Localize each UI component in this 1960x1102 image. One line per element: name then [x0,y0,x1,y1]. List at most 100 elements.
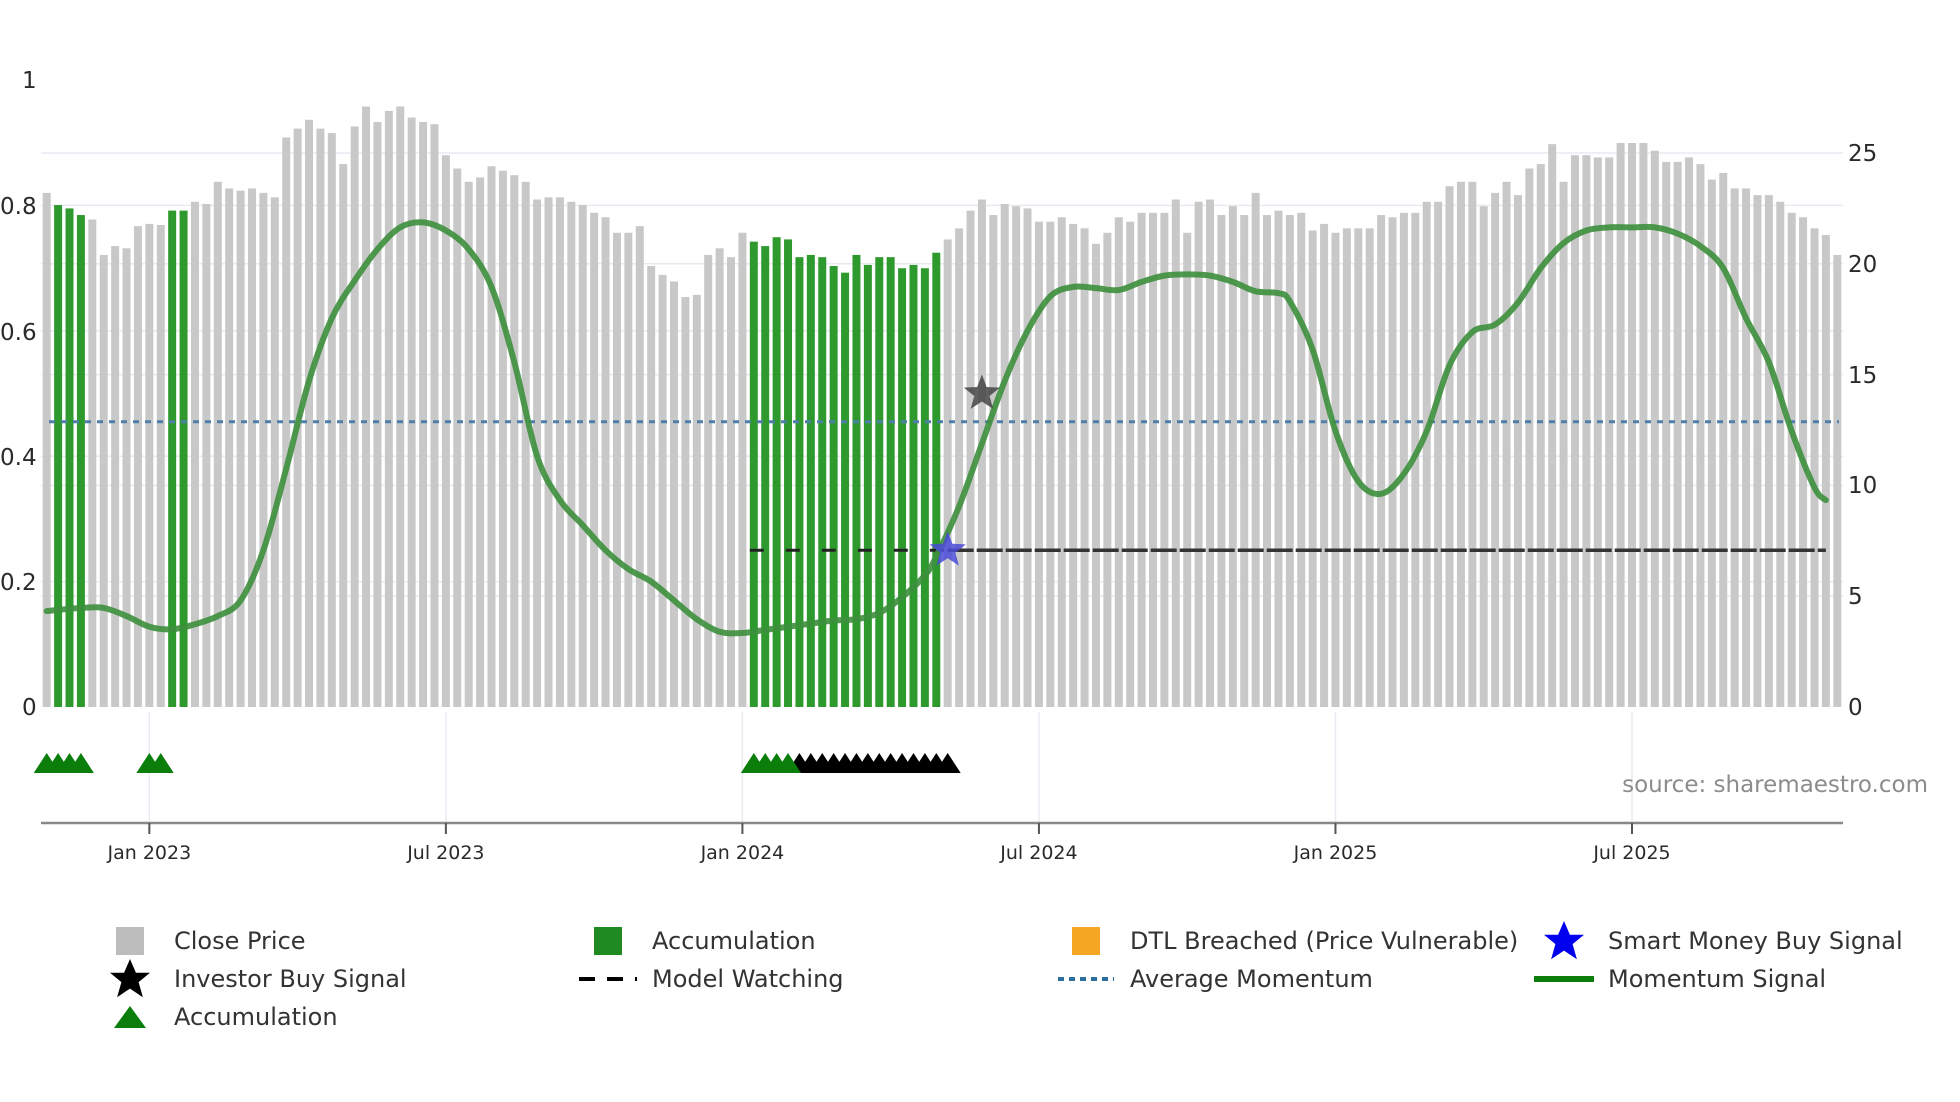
price-bar [1445,186,1454,708]
price-bar [1685,157,1694,707]
price-bar [1251,192,1260,707]
legend-label: Accumulation [174,1003,338,1031]
price-bar [1377,215,1386,707]
price-bar [818,257,827,707]
price-bar [1057,217,1066,708]
price-bar [316,128,325,707]
price-bar [1160,212,1169,707]
left-y-axis: 0 0.2 0.4 0.6 0.8 1 [0,68,37,721]
price-bar [590,212,599,707]
price-bar [1513,195,1522,707]
price-bar [1593,157,1602,707]
price-bar [1263,215,1272,707]
price-bar [1034,221,1043,708]
price-bar [1628,143,1636,707]
price-bar [1149,212,1157,707]
price-bar [1183,232,1192,707]
legend-item-model-watching[interactable]: Model Watching [578,962,844,996]
price-bar [1582,155,1591,707]
right-tick-10: 10 [1848,473,1877,499]
price-bar [1320,223,1329,708]
legend-label: DTL Breached (Price Vulnerable) [1130,927,1519,955]
price-bar [669,281,678,707]
right-tick-5: 5 [1848,584,1863,610]
legend-label: Smart Money Buy Signal [1608,927,1903,955]
price-bar [1365,228,1374,707]
price-bar [65,208,74,707]
price-bar [202,203,211,707]
x-tick-label: Jul 2025 [1592,842,1670,864]
price-bar [1342,228,1351,707]
momentum-signal-line [43,219,1829,637]
price-bar [875,257,884,707]
price-bar [521,181,530,708]
price-bar [898,268,907,707]
price-bar [1228,206,1237,707]
left-tick-02: 0.2 [0,570,37,596]
price-bar [156,225,165,707]
legend-label: Model Watching [652,965,844,993]
price-bar [977,199,986,707]
price-bar [168,210,177,707]
price-bar [373,121,382,707]
x-tick-labels: Jan 2023 Jul 2023 Jan 2024 Jul 2024 Jan 2025… [107,842,1671,864]
legend-item-close-price[interactable]: Close Price [100,924,306,958]
price-bar [1707,179,1716,708]
price-bar [88,219,97,708]
price-bar [350,126,359,707]
legend-item-accumulation-marker[interactable]: Accumulation [100,1000,338,1034]
price-bar [647,266,656,707]
price-bar [1388,217,1397,708]
price-bar [1171,199,1180,707]
price-bar [932,252,941,707]
price-bar [863,264,872,707]
price-bar [1787,212,1796,707]
price-bar [544,197,553,707]
price-bar [681,297,690,707]
legend-label: Close Price [174,927,306,955]
price-bar [624,232,633,707]
price-bar [1126,221,1135,708]
price-bar [1776,201,1785,707]
price-bar [1616,143,1625,707]
price-bar [236,190,245,707]
price-bar [1821,234,1830,707]
price-bar [772,237,781,707]
price-bar [1548,144,1557,708]
price-bar [1810,228,1819,707]
price-bar [407,117,416,707]
triangle-marker [775,753,802,773]
legend-item-average-momentum[interactable]: Average Momentum [1056,962,1373,996]
price-bar [122,248,131,707]
price-bar [1662,161,1671,707]
legend-item-investor-buy[interactable]: Investor Buy Signal [100,959,407,998]
legend-label: Average Momentum [1130,965,1373,993]
price-bar [966,210,975,707]
price-bar [42,192,51,707]
price-bar [1570,155,1579,707]
x-tick-label: Jul 2024 [999,842,1077,864]
grey-square-icon [116,927,144,955]
legend-item-smart-money[interactable]: Smart Money Buy Signal [1534,921,1903,960]
price-bar [1194,201,1203,707]
price-bar [635,226,644,708]
left-tick-08: 0.8 [0,194,37,220]
price-bar [487,166,496,707]
price-bar [704,254,713,707]
price-bar [327,133,336,707]
price-bar [738,232,747,707]
price-bar [1525,168,1534,708]
legend-item-accumulation-bar[interactable]: Accumulation [578,924,816,958]
price-bar [1536,164,1545,707]
legend-item-momentum-signal[interactable]: Momentum Signal [1534,962,1826,996]
price-bar [430,124,439,707]
price-bar [1069,223,1078,708]
blue-star-icon [1544,921,1584,960]
accumulation-markers [33,753,961,773]
legend-item-dtl-breached[interactable]: DTL Breached (Price Vulnerable) [1056,924,1518,958]
price-bar [76,215,85,707]
price-bar [248,188,256,707]
price-bar [362,106,371,708]
price-bar [886,257,895,707]
price-bar [1080,228,1089,707]
